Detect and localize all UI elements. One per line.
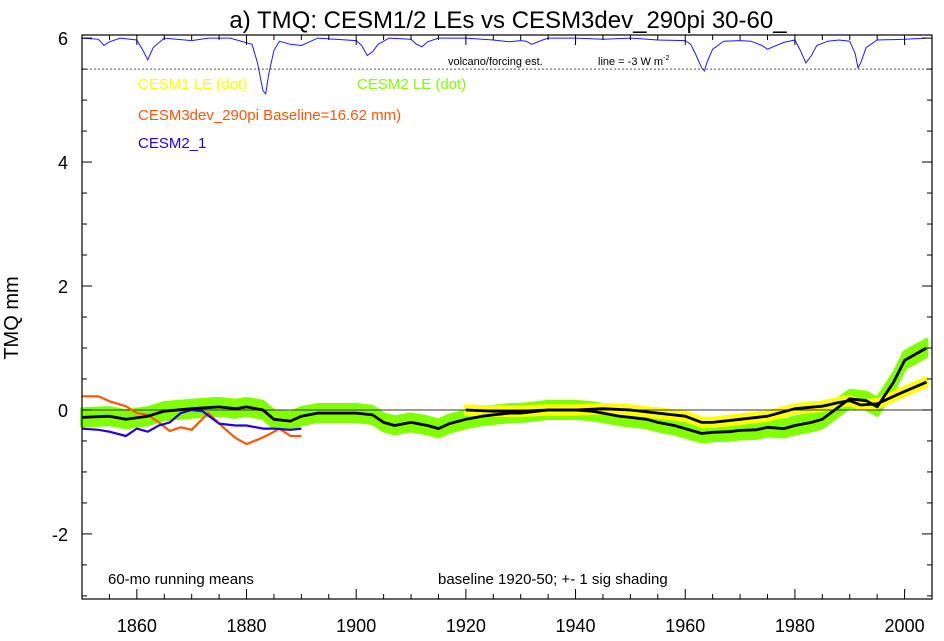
band-cesm2: [80, 337, 929, 444]
y-tick-label: 4: [58, 153, 68, 173]
baseline-annotation: baseline 1920-50; +- 1 sig shading: [438, 571, 668, 588]
legend-cesm2-1: CESM2_1: [138, 135, 206, 152]
legend-cesm1: CESM1 LE (dot): [138, 76, 247, 93]
line-cesm2-1: [81, 408, 302, 438]
line-cesm3dev-290pi: [82, 395, 302, 446]
plot-area: 1860 1880 1900 1920 1940 1960 1980 2000 -2 0 2 4 6: [52, 29, 933, 636]
x-tick-label: 1880: [226, 616, 266, 636]
annotations: volcano/forcing est. line = -3 W m-2 60-…: [108, 55, 669, 588]
x-tick-label: 1960: [665, 616, 705, 636]
axis-ticks: 1860 1880 1900 1920 1940 1960 1980 2000 -2 0 2 4 6: [52, 29, 933, 636]
y-axis-label: TMQ mm: [1, 276, 23, 359]
line-reference-annotation: line = -3 W m-2: [598, 55, 669, 68]
legend-cesm2: CESM2 LE (dot): [357, 76, 466, 93]
series-lines: [81, 37, 928, 446]
x-tick-label: 1900: [336, 616, 376, 636]
line-reference-text: line = -3 W m: [598, 56, 663, 68]
legend: CESM1 LE (dot) CESM2 LE (dot) CESM3dev_2…: [138, 76, 466, 152]
running-means-annotation: 60-mo running means: [108, 571, 254, 588]
spread-bands: [80, 337, 929, 444]
chart-title: a) TMQ: CESM1/2 LEs vs CESM3dev_290pi 30…: [229, 7, 787, 34]
y-tick-label: -2: [52, 525, 68, 545]
x-tick-label: 1940: [556, 616, 596, 636]
x-tick-label: 2000: [885, 616, 925, 636]
mean-cesm1: [465, 380, 928, 424]
y-tick-label: 6: [58, 29, 68, 49]
volcano-forcing-line: [81, 37, 927, 96]
y-tick-label: 0: [58, 401, 68, 421]
legend-cesm3: CESM3dev_290pi Baseline=16.62 mm): [138, 107, 401, 124]
x-tick-label: 1860: [117, 616, 157, 636]
line-reference-superscript: -2: [663, 55, 669, 62]
x-tick-label: 1920: [446, 616, 486, 636]
x-tick-label: 1980: [775, 616, 815, 636]
volcano-annotation: volcano/forcing est.: [448, 56, 543, 68]
y-tick-label: 2: [58, 277, 68, 297]
